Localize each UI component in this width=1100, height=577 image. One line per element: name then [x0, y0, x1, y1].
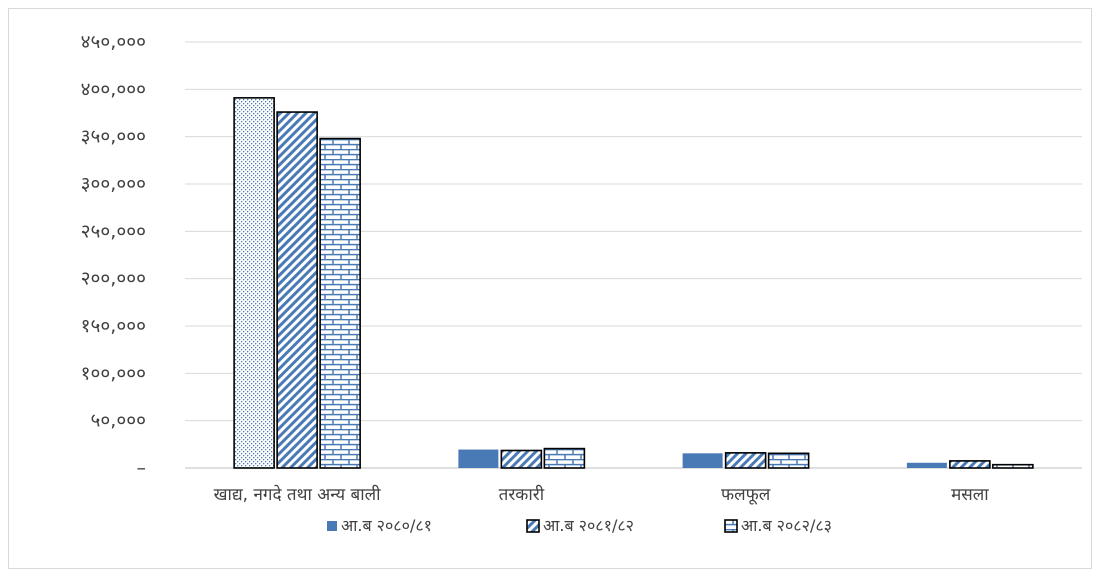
y-tick-label: ४५०,००० [81, 31, 146, 53]
legend-swatch [327, 521, 337, 531]
bar-3-1 [319, 137, 361, 469]
bar-1-2 [458, 449, 499, 468]
bar-3-2 [543, 447, 586, 469]
y-tick-label: ३००,००० [81, 173, 146, 195]
y-axis: – ५०,००० १००,००० १५०,००० २००,००० २५०,००० ३००,०… [81, 31, 146, 479]
legend: आ.ब २०८०/८१ आ.ब २०८१/८२ आ.ब २०८२/८३ [327, 516, 832, 535]
y-tick-label: २५०,००० [81, 220, 146, 242]
bar-3-4 [992, 463, 1034, 469]
x-axis: खाद्य, नगदे तथा अन्य बाली तरकारी फलफूल मसला [214, 484, 990, 505]
bar-2-1 [276, 111, 318, 469]
x-category-label: फलफूल [721, 485, 771, 505]
legend-label: आ.ब २०८१/८२ [543, 516, 634, 535]
chart-frame: – ५०,००० १००,००० १५०,००० २००,००० २५०,००० ३००,०… [8, 8, 1092, 569]
x-category-label: मसला [951, 485, 989, 505]
y-tick-label: – [137, 457, 147, 479]
y-tick-label: २००,००० [81, 268, 146, 290]
bar-2-2 [500, 449, 543, 469]
y-tick-label: ३५०,००० [81, 126, 146, 148]
y-tick-label: ४००,००० [81, 78, 146, 100]
y-tick-label: १५०,००० [81, 315, 146, 337]
y-tick-label: १००,००० [81, 362, 146, 384]
legend-swatch [724, 519, 738, 533]
legend-swatch [526, 519, 540, 533]
y-tick-label: ५०,००० [91, 410, 146, 432]
bar-1-4 [906, 462, 947, 468]
bar-2-3 [724, 452, 767, 469]
x-category-label: खाद्य, नगदे तथा अन्य बाली [214, 484, 382, 505]
bar-1-1 [233, 97, 275, 469]
bar-1-3 [682, 453, 723, 468]
bar-3-3 [767, 452, 810, 469]
bar-chart: – ५०,००० १००,००० १५०,००० २००,००० २५०,००० ३००,०… [81, 31, 1082, 535]
legend-label: आ.ब २०८०/८१ [341, 516, 432, 535]
bar-2-4 [949, 460, 991, 469]
legend-label: आ.ब २०८२/८३ [741, 516, 832, 535]
x-category-label: तरकारी [499, 484, 545, 505]
bars [233, 97, 1034, 469]
